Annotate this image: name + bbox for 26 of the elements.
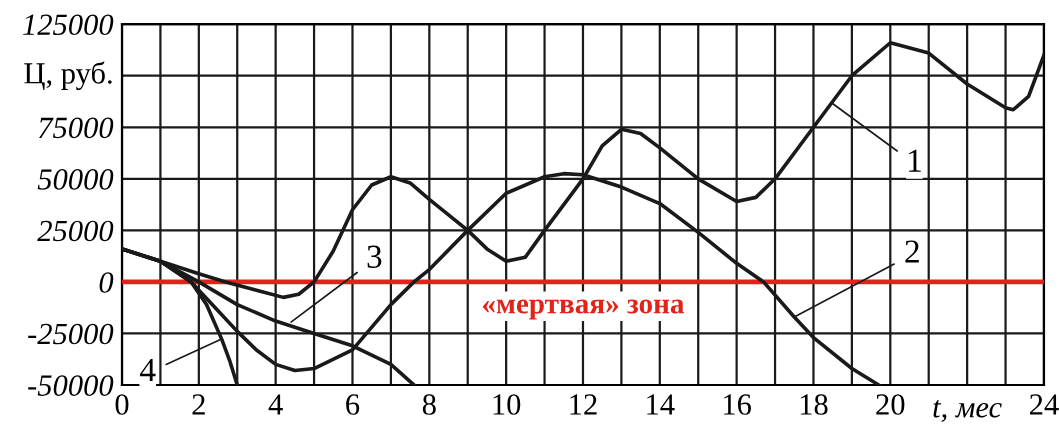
annotation: 4 — [140, 359, 156, 381]
y-tick-label: 0 — [99, 272, 114, 293]
x-tick-label: 8 — [422, 394, 436, 415]
x-tick-label: 10 — [493, 394, 521, 415]
x-tick-label: 24 — [1030, 394, 1059, 415]
x-tick-label: 0 — [115, 394, 129, 415]
y-tick-label: 125000 — [23, 14, 114, 36]
y-tick-label: 50000 — [37, 169, 114, 190]
x-tick-label: 18 — [800, 394, 828, 415]
y-axis-title: Ц, руб. — [24, 61, 112, 90]
annotation: 2 — [905, 240, 919, 263]
x-tick-label: 6 — [346, 394, 360, 415]
y-tick-label: -50000 — [28, 375, 114, 396]
x-tick-label: 16 — [724, 394, 752, 415]
annotation: 1 — [909, 149, 921, 172]
x-tick-label: 4 — [268, 394, 283, 415]
x-tick-label: 14 — [647, 394, 675, 415]
y-tick-label: -25000 — [28, 323, 114, 345]
x-axis-title: t, мес — [933, 400, 1002, 423]
x-tick-label: 12 — [570, 394, 597, 415]
annotation: 3 — [367, 245, 382, 268]
y-tick-label: 75000 — [39, 117, 114, 139]
x-tick-label: 20 — [876, 394, 905, 415]
x-tick-label: 2 — [192, 394, 205, 415]
y-tick-label: 25000 — [37, 220, 114, 242]
ref-line-label: «мертвая» зона — [482, 299, 685, 320]
